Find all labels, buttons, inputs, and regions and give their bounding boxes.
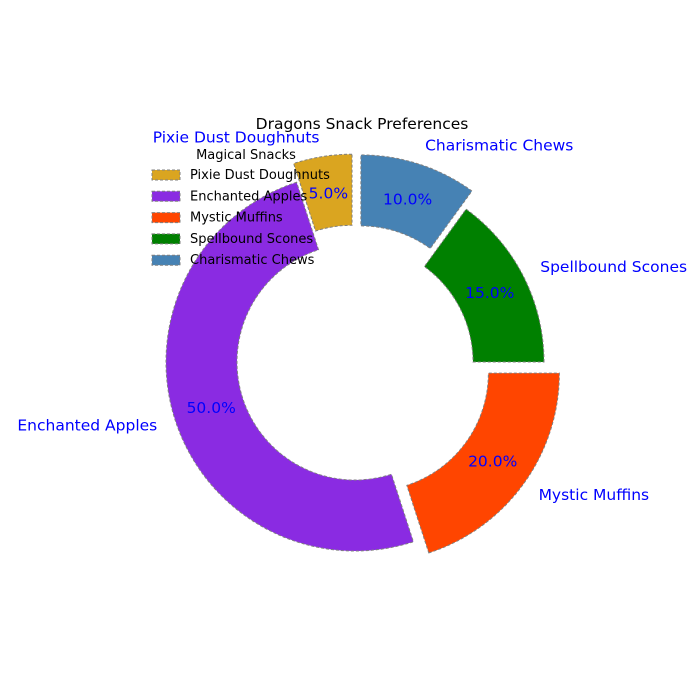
slice-label-mystic-muffins: Mystic Muffins — [539, 486, 650, 504]
legend-title: Magical Snacks — [196, 148, 296, 163]
pct-label-enchanted-apples: 50.0% — [187, 399, 236, 417]
pct-label-spellbound-scones: 15.0% — [465, 284, 514, 302]
legend-swatch-enchanted-apples — [151, 190, 181, 202]
slice-enchanted-apples — [165, 181, 415, 552]
legend: Magical Snacks Pixie Dust Doughnuts Encha… — [151, 148, 330, 268]
legend-label-enchanted-apples: Enchanted Apples — [190, 189, 308, 204]
legend-swatch-mystic-muffins — [151, 212, 181, 224]
slice-label-spellbound-scones: Spellbound Scones — [540, 258, 687, 276]
slice-label-enchanted-apples: Enchanted Apples — [17, 417, 157, 435]
legend-label-charismatic-chews: Charismatic Chews — [190, 253, 315, 268]
legend-swatch-pixie-dust-doughnuts — [151, 169, 181, 181]
slice-spellbound-scones — [423, 208, 545, 363]
pct-label-pixie-dust-doughnuts: 5.0% — [309, 184, 348, 202]
legend-label-mystic-muffins: Mystic Muffins — [190, 211, 283, 226]
chart-title: Dragons Snack Preferences — [256, 115, 469, 133]
slice-pixie-dust-doughnuts — [292, 153, 353, 232]
slice-label-charismatic-chews: Charismatic Chews — [425, 137, 573, 155]
slice-charismatic-chews — [360, 154, 473, 250]
legend-label-pixie-dust-doughnuts: Pixie Dust Doughnuts — [190, 168, 330, 183]
pct-label-charismatic-chews: 10.0% — [383, 191, 432, 209]
legend-swatch-charismatic-chews — [151, 254, 181, 266]
pct-label-mystic-muffins: 20.0% — [468, 453, 517, 471]
legend-swatch-spellbound-scones — [151, 233, 181, 245]
slices-group — [165, 153, 560, 554]
slice-mystic-muffins — [406, 372, 560, 554]
legend-label-spellbound-scones: Spellbound Scones — [190, 232, 313, 247]
slice-label-pixie-dust-doughnuts: Pixie Dust Doughnuts — [153, 128, 320, 146]
